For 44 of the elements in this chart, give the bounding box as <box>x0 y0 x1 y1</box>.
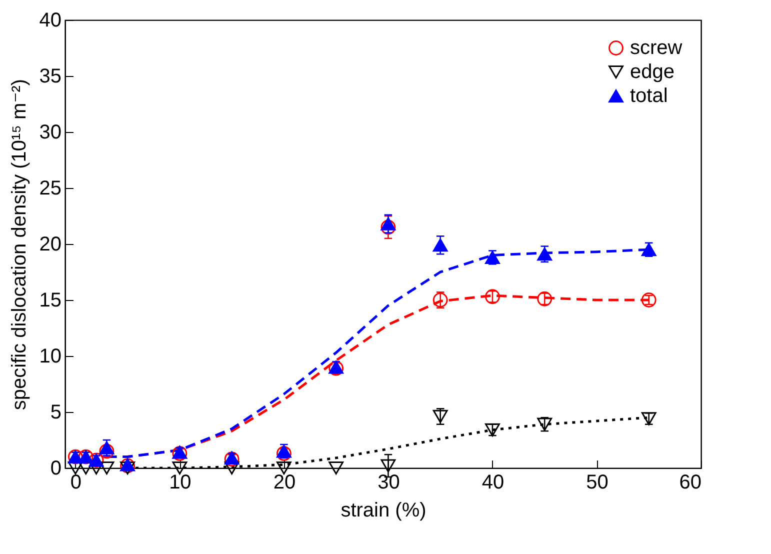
x-tick-label: 40 <box>482 472 504 494</box>
point <box>276 444 292 458</box>
point <box>432 292 448 308</box>
x-tick-label: 0 <box>70 472 82 494</box>
point <box>432 238 448 252</box>
point <box>224 461 240 475</box>
y-tick-label: 30 <box>39 122 62 144</box>
y-tick-label: 40 <box>39 10 62 32</box>
y-axis-title: specific dislocation density (10¹⁵ m⁻²) <box>8 78 30 410</box>
x-axis-title: strain (%) <box>340 500 426 522</box>
y-tick-label: 35 <box>39 66 62 88</box>
y-tick-label: 15 <box>39 290 62 312</box>
point <box>641 243 656 256</box>
point <box>641 292 656 308</box>
y-tick-label: 20 <box>39 234 62 256</box>
point <box>120 461 136 475</box>
legend-label: screw <box>630 37 683 59</box>
point <box>276 461 292 475</box>
point <box>172 461 188 475</box>
point <box>641 412 656 426</box>
point <box>380 220 396 235</box>
point <box>537 248 552 261</box>
x-tick-label: 60 <box>679 472 702 494</box>
y-tick-label: 5 <box>50 402 62 424</box>
x-tick-label: 50 <box>586 472 608 494</box>
point <box>380 459 396 472</box>
point <box>485 289 500 304</box>
point <box>432 410 448 424</box>
x-tick-label: 20 <box>273 472 296 494</box>
x-tick-label: 30 <box>378 472 400 494</box>
point <box>485 250 500 264</box>
point <box>276 446 292 461</box>
y-tick-label: 25 <box>39 178 62 200</box>
point <box>328 461 344 475</box>
point <box>537 291 552 306</box>
point <box>68 461 83 475</box>
legend-label: total <box>630 85 668 107</box>
y-tick-label: 0 <box>50 458 62 480</box>
x-tick-label: 10 <box>169 472 192 494</box>
point <box>485 423 500 436</box>
legend-label: edge <box>630 61 674 83</box>
point <box>537 418 552 431</box>
y-tick-label: 10 <box>39 346 62 368</box>
point <box>380 217 396 230</box>
